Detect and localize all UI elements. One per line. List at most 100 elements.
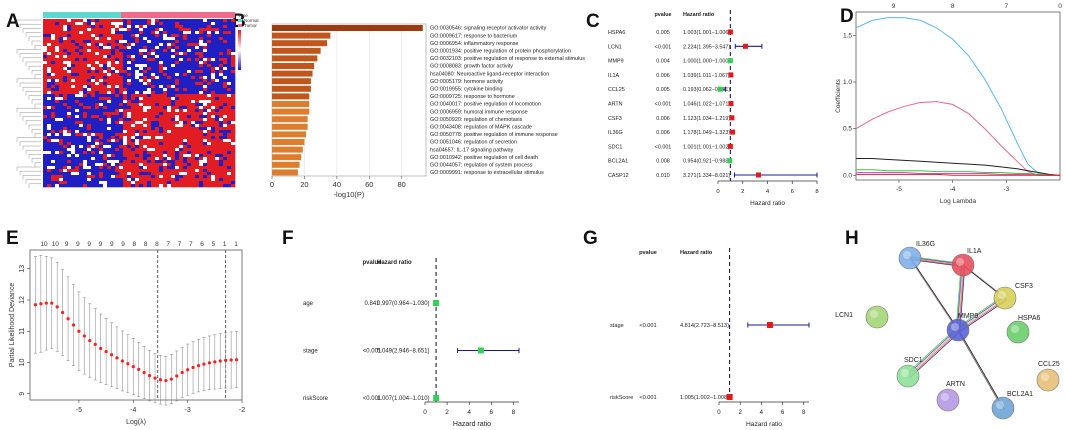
- heatmap-cell: [107, 34, 112, 38]
- heatmap-cell: [99, 31, 104, 35]
- heatmap-cell: [79, 103, 84, 107]
- y-tick-label: 11: [19, 328, 26, 335]
- heatmap-cell: [63, 100, 68, 104]
- heatmap-cell: [135, 184, 140, 188]
- heatmap-cell: [139, 37, 144, 41]
- heatmap-cell: [231, 118, 236, 122]
- heatmap-cell: [79, 19, 84, 23]
- heatmap-cell: [175, 184, 180, 188]
- deviance-point: [77, 329, 81, 333]
- heatmap-cell: [75, 136, 80, 140]
- pvalue-value: <0.001: [655, 44, 672, 50]
- heatmap-cell: [67, 145, 72, 149]
- heatmap-cell: [43, 166, 48, 170]
- heatmap-cell: [187, 160, 192, 164]
- heatmap-cell: [203, 112, 208, 116]
- heatmap-cell: [227, 94, 232, 98]
- heatmap-cell: [219, 130, 224, 134]
- heatmap-cell: [215, 133, 220, 137]
- heatmap-cell: [223, 139, 228, 143]
- heatmap-cell: [143, 166, 148, 170]
- heatmap-cell: [139, 76, 144, 80]
- heatmap-cell: [115, 88, 120, 92]
- heatmap-cell: [227, 169, 232, 173]
- heatmap-cell: [123, 133, 128, 137]
- x-axis-title: Hazard ratio: [453, 421, 491, 428]
- heatmap-cell: [163, 127, 168, 131]
- heatmap-cell: [155, 178, 160, 182]
- heatmap-cell: [51, 163, 56, 167]
- heatmap-cell: [227, 175, 232, 179]
- heatmap-cell: [211, 115, 216, 119]
- heatmap-cell: [215, 40, 220, 44]
- heatmap-cell: [127, 37, 132, 41]
- heatmap-cell: [223, 130, 228, 134]
- heatmap-cell: [171, 139, 176, 143]
- heatmap-cell: [159, 139, 164, 143]
- heatmap-cell: [223, 43, 228, 47]
- heatmap-cell: [51, 70, 56, 74]
- heatmap-cell: [183, 88, 188, 92]
- heatmap-cell: [135, 76, 140, 80]
- heatmap-cell: [67, 121, 72, 125]
- heatmap-cell: [51, 61, 56, 65]
- heatmap-cell: [211, 97, 216, 101]
- dendrogram-branch: [31, 40, 41, 46]
- heatmap-cell: [183, 70, 188, 74]
- heatmap-cell: [167, 184, 172, 188]
- category-label: GO:0005179: hormone activity: [430, 79, 503, 85]
- heatmap-cell: [99, 175, 104, 179]
- heatmap-cell: [99, 34, 104, 38]
- heatmap-cell: [83, 178, 88, 182]
- heatmap-cell: [123, 100, 128, 104]
- heatmap-cell: [191, 139, 196, 143]
- heatmap-cell: [43, 76, 48, 80]
- heatmap-cell: [79, 76, 84, 80]
- heatmap-cell: [203, 91, 208, 95]
- heatmap-cell: [219, 127, 224, 131]
- heatmap-cell: [91, 127, 96, 131]
- color-scale-bar: [238, 30, 241, 70]
- heatmap-cell: [187, 55, 192, 59]
- heatmap-cell: [231, 79, 236, 83]
- heatmap-cell: [171, 91, 176, 95]
- heatmap-cell: [159, 121, 164, 125]
- heatmap-cell: [223, 61, 228, 65]
- heatmap-cell: [83, 151, 88, 155]
- heatmap-cell: [59, 106, 64, 110]
- heatmap-cell: [187, 76, 192, 80]
- heatmap-cell: [83, 160, 88, 164]
- heatmap-cell: [75, 46, 80, 50]
- heatmap-cell: [219, 28, 224, 32]
- heatmap-cell: [123, 58, 128, 62]
- x-tick-label: 8: [512, 409, 516, 416]
- heatmap-cell: [171, 121, 176, 125]
- heatmap-cell: [187, 166, 192, 170]
- heatmap-cell: [75, 151, 80, 155]
- heatmap-cell: [211, 166, 216, 170]
- heatmap-cell: [87, 133, 92, 137]
- heatmap-cell: [119, 43, 124, 47]
- heatmap-cell: [43, 73, 48, 77]
- heatmap-cell: [167, 100, 172, 104]
- top-tick-label: 9: [110, 241, 114, 248]
- heatmap-cell: [171, 49, 176, 53]
- heatmap-cell: [51, 154, 56, 158]
- heatmap-cell: [79, 67, 84, 71]
- heatmap-cell: [127, 172, 132, 176]
- heatmap-cell: [199, 55, 204, 59]
- x-tick-label: 80: [398, 180, 406, 189]
- top-tick-label: 7: [189, 241, 193, 248]
- heatmap-cell: [175, 124, 180, 128]
- heatmap-cell: [75, 73, 80, 77]
- heatmap-cell: [115, 91, 120, 95]
- heatmap-cell: [103, 175, 108, 179]
- heatmap-cell: [79, 133, 84, 137]
- heatmap-cell: [203, 130, 208, 134]
- heatmap-cell: [191, 49, 196, 53]
- heatmap-cell: [171, 106, 176, 110]
- x-tick-label: 6: [791, 189, 795, 195]
- heatmap-cell: [107, 184, 112, 188]
- heatmap-cell: [159, 52, 164, 56]
- heatmap-cell: [111, 61, 116, 65]
